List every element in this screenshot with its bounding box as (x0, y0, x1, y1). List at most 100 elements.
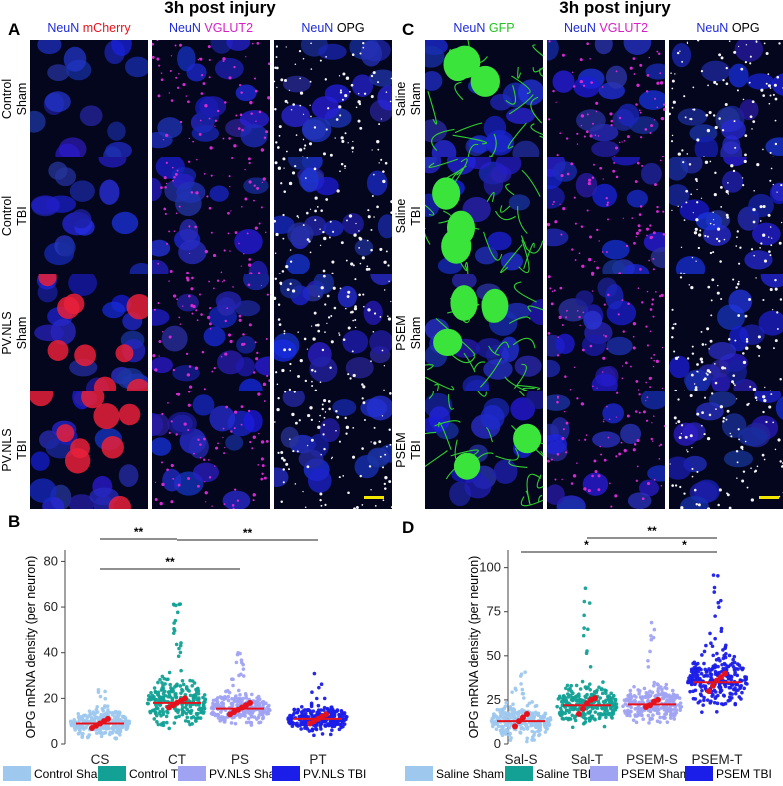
data-point (110, 731, 115, 735)
data-point (148, 710, 153, 715)
data-point (545, 720, 549, 724)
data-point (665, 698, 669, 703)
data-point (320, 732, 325, 736)
data-point (160, 707, 165, 711)
data-point (339, 708, 344, 713)
data-point (525, 736, 530, 741)
panel-letter-c: C (402, 20, 415, 39)
data-point (547, 722, 552, 727)
data-point (711, 573, 716, 577)
data-point (580, 679, 585, 684)
data-point (596, 699, 601, 703)
data-point (652, 707, 656, 712)
data-point (173, 618, 178, 623)
column-header-part: VGLUT2 (595, 21, 649, 35)
data-point (176, 710, 180, 715)
data-point (523, 670, 527, 674)
title-right: 3h post injury (559, 0, 671, 17)
data-point (710, 694, 714, 698)
data-point (223, 694, 227, 699)
data-point (629, 705, 633, 710)
data-point (244, 696, 249, 700)
significance-label: ** (243, 526, 253, 540)
micrograph-r3-c2 (152, 274, 270, 392)
data-point (250, 692, 254, 697)
data-point (664, 692, 668, 696)
data-point (699, 671, 704, 676)
panel-letter-a: A (8, 20, 21, 39)
data-point (721, 656, 726, 661)
data-point (124, 727, 129, 732)
data-point (328, 732, 333, 737)
row-label-line: PSEM (394, 432, 408, 468)
data-point (507, 733, 512, 737)
y-axis-label: OPG mRNA density (per neuron) (467, 556, 481, 739)
data-point (659, 706, 664, 710)
data-point (629, 696, 634, 700)
data-point (168, 682, 173, 687)
data-point (287, 720, 292, 724)
data-point (662, 715, 666, 719)
animal-mean-point (516, 718, 522, 725)
data-point (184, 686, 189, 691)
y-tick-label: 75 (487, 604, 501, 619)
micrograph-r4-c3 (274, 391, 392, 509)
data-point (629, 709, 633, 714)
data-point (560, 716, 565, 721)
data-point (69, 722, 73, 726)
significance-label: * (584, 538, 589, 552)
data-point (249, 714, 254, 719)
animal-mean-point (714, 677, 720, 684)
data-point (165, 710, 170, 715)
legend-item: Control TBI (98, 766, 189, 781)
data-point (299, 705, 304, 709)
row-label-line: TBI (409, 206, 423, 226)
animal-mean-point (105, 715, 111, 722)
data-point (258, 720, 263, 725)
data-point (545, 717, 550, 721)
animal-mean-point (647, 702, 653, 709)
data-point (158, 709, 162, 714)
data-point (153, 697, 158, 702)
data-point (702, 698, 706, 703)
data-point (632, 698, 637, 703)
data-point (668, 712, 673, 717)
data-point (77, 715, 81, 720)
data-point (151, 708, 156, 713)
data-point (118, 729, 123, 734)
data-point (508, 706, 513, 711)
data-point (717, 605, 721, 610)
data-point (174, 603, 178, 608)
data-point (712, 585, 717, 590)
data-point (612, 693, 616, 698)
animal-mean-point (722, 670, 728, 677)
row-label-1: Control Sham (0, 44, 32, 154)
data-point (634, 706, 639, 711)
data-point (212, 712, 217, 716)
data-point (229, 702, 234, 706)
data-point (640, 709, 644, 714)
data-point (663, 685, 667, 690)
data-point (736, 662, 740, 666)
data-point (292, 707, 297, 712)
data-point (107, 710, 112, 715)
data-point (574, 683, 579, 688)
data-point (717, 685, 721, 689)
data-point (576, 699, 580, 703)
data-point (319, 708, 323, 712)
legend-swatch (590, 766, 618, 781)
y-tick-label: 80 (44, 553, 58, 568)
data-point (674, 695, 679, 700)
y-tick-label: 0 (51, 736, 58, 751)
data-point (571, 695, 576, 700)
data-point (586, 685, 590, 689)
data-point (588, 664, 593, 669)
animal-mean-point (584, 700, 590, 707)
data-point (266, 707, 270, 712)
x-category-label: CT (168, 752, 186, 766)
data-point (518, 674, 523, 678)
data-point (156, 706, 160, 711)
data-point (740, 690, 744, 695)
data-point (226, 694, 231, 699)
data-point (555, 704, 559, 709)
